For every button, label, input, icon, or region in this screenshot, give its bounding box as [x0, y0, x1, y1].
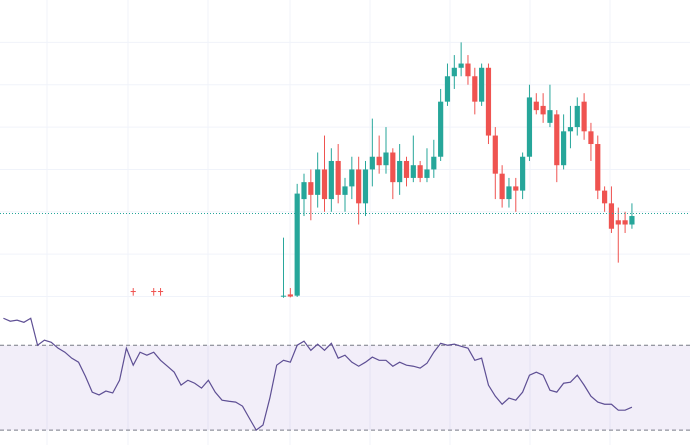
candle-body [287, 294, 293, 297]
candle-body [308, 182, 314, 195]
candle-body [581, 101, 587, 132]
candle-body [390, 152, 396, 183]
candle-body [315, 169, 321, 195]
candle-body [321, 169, 328, 200]
candle-body [499, 173, 505, 200]
band-fill [0, 345, 690, 431]
candle-body [397, 160, 403, 183]
candle-body [547, 110, 553, 123]
candle-body [561, 131, 567, 166]
candle-body [151, 291, 157, 293]
candle-body [574, 105, 580, 128]
candle-body [301, 182, 307, 200]
candle-body [356, 169, 362, 204]
candle-body [335, 160, 341, 195]
candle-body [513, 186, 519, 191]
candle-body [608, 203, 615, 229]
candle-body [342, 186, 348, 195]
candle-body [595, 144, 601, 191]
candle-body [383, 152, 389, 166]
candle-body [485, 67, 492, 136]
candle-body [629, 216, 635, 225]
candle-body [157, 291, 164, 293]
candle-body [567, 127, 574, 132]
candle-body [520, 156, 526, 191]
candle-body [526, 97, 533, 157]
candle-body [369, 156, 375, 170]
candle-body [294, 193, 300, 296]
candle-body [533, 101, 539, 111]
candle-body [280, 295, 287, 297]
candle-body [362, 169, 369, 204]
candle-body [451, 67, 457, 77]
candle-body [554, 114, 560, 166]
candle-body [410, 165, 416, 178]
vertical-grid [46, 0, 611, 445]
candle-body [458, 63, 464, 68]
candle-body [328, 160, 334, 200]
candle-body [615, 220, 621, 225]
candle-body [479, 67, 485, 102]
candle-body [540, 105, 546, 115]
candle-body [431, 156, 437, 170]
candle-body [602, 190, 608, 204]
candle-body [438, 101, 444, 157]
candle-body [506, 186, 512, 200]
candle-body [444, 76, 451, 102]
candle-body [424, 169, 430, 178]
candle-body [417, 165, 423, 178]
candle-body [472, 76, 478, 102]
candle-body [465, 63, 471, 77]
candle-body [588, 131, 594, 145]
candle-body [349, 169, 355, 187]
candle-body [403, 160, 410, 178]
candle-body [622, 220, 628, 225]
candle-body [130, 291, 136, 293]
candle-body [492, 135, 498, 174]
line-series [3, 317, 633, 432]
candle-body [376, 156, 382, 166]
